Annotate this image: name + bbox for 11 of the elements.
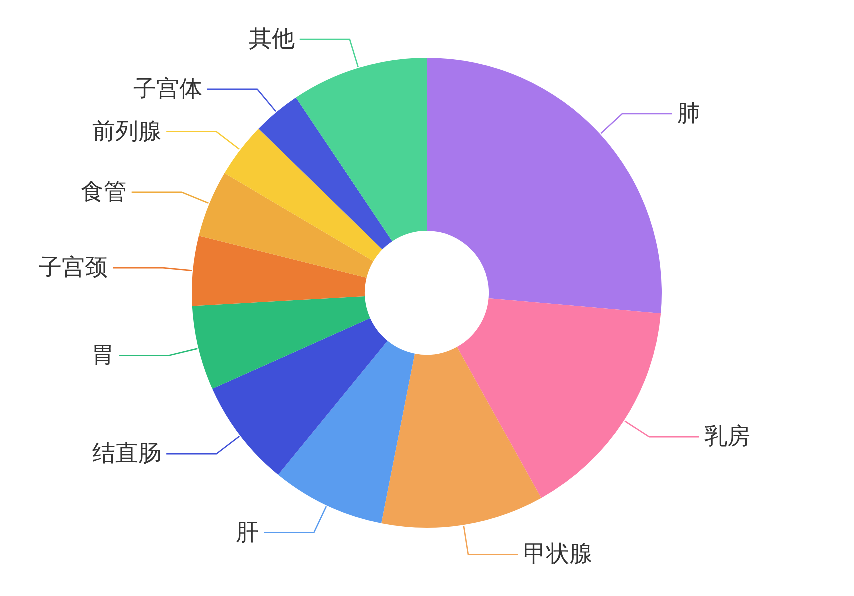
- slice-label: 甲状腺: [523, 542, 592, 568]
- slice-label: 子宫体: [133, 76, 202, 102]
- slice-label: 肝: [236, 520, 260, 546]
- slice-label: 前列腺: [92, 118, 162, 145]
- slice-label: 其他: [248, 26, 295, 52]
- slice-label: 乳房: [704, 424, 750, 450]
- slice-label: 子宫颈: [39, 255, 108, 282]
- slice-label: 食管: [80, 179, 127, 206]
- slice-label: 结直肠: [92, 441, 162, 468]
- slice-label: 胃: [92, 342, 115, 369]
- slice-label: 肺: [677, 101, 700, 128]
